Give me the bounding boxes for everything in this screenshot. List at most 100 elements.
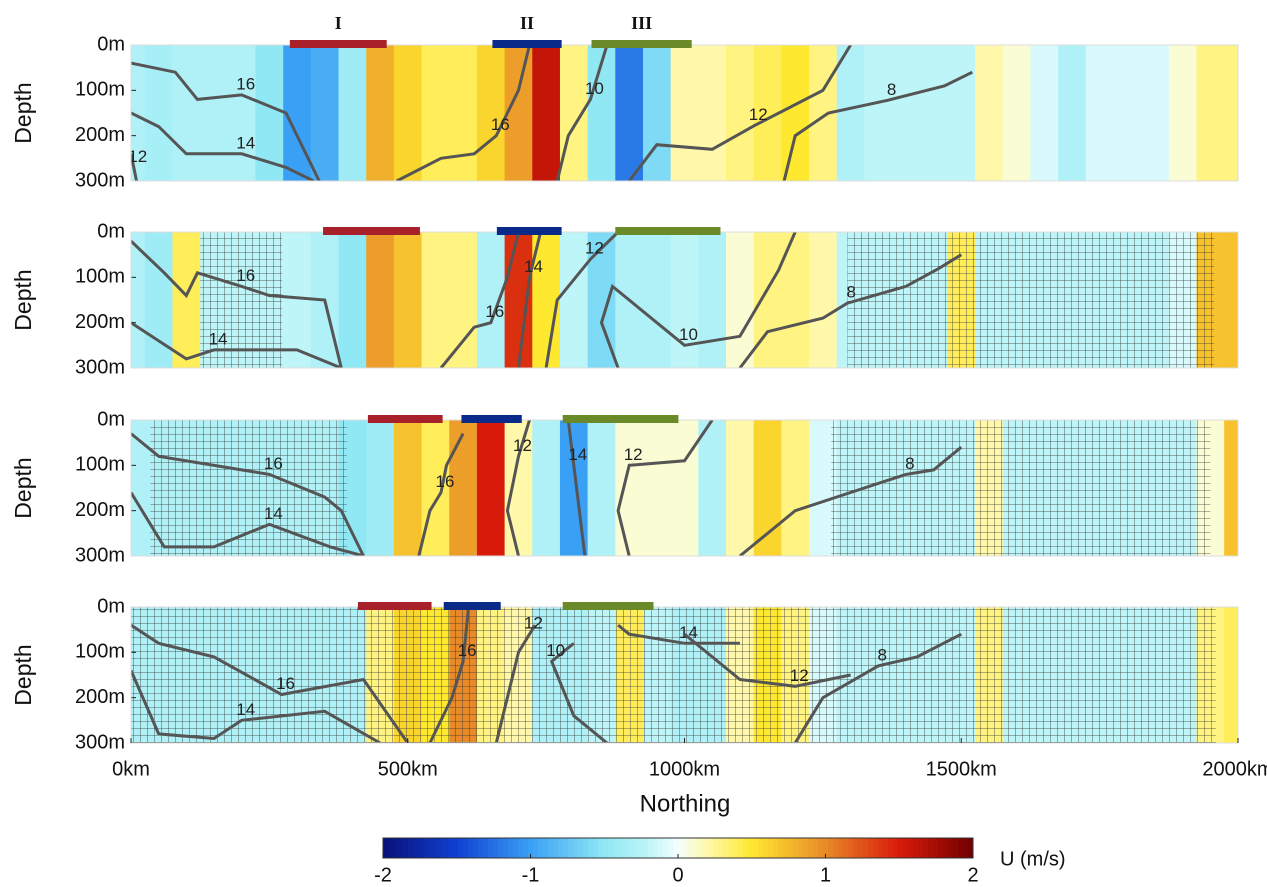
colorbar-cell [853, 838, 859, 858]
colorbar-cell [423, 838, 429, 858]
section-bar [367, 415, 443, 423]
velocity-cell [227, 45, 257, 181]
colorbar-cell [898, 838, 904, 858]
section-bar [562, 602, 654, 610]
contour-label: 14 [264, 504, 283, 523]
velocity-cell [532, 45, 561, 181]
colorbar-cell [398, 838, 404, 858]
velocity-cell [1196, 45, 1225, 181]
colorbar-cell [613, 838, 619, 858]
colorbar-cell [473, 838, 479, 858]
velocity-cell [587, 45, 616, 181]
colorbar-cell [713, 838, 719, 858]
panel: 16 14 12 16 10 12 8 [131, 45, 1238, 181]
contour-line [566, 420, 587, 556]
colorbar-cell [843, 838, 849, 858]
y-tick-label: 0m [97, 33, 125, 55]
velocity-cell [947, 45, 976, 181]
colorbar-cell [408, 838, 414, 858]
velocity-cell [1002, 45, 1031, 181]
colorbar-cell [518, 838, 524, 858]
colorbar-cell [553, 838, 559, 858]
contour-line [131, 491, 364, 556]
colorbar-cell [868, 838, 874, 858]
panel: 16 14 16 14 12 10 8 [131, 232, 1238, 368]
velocity-cell [366, 420, 395, 556]
colorbar-cell [788, 838, 794, 858]
colorbar-cell [683, 838, 689, 858]
colorbar-cell [428, 838, 434, 858]
colorbar-cell [533, 838, 539, 858]
contour-label: 12 [749, 105, 768, 124]
contour-label: 16 [485, 302, 504, 321]
colorbar-cell [448, 838, 454, 858]
colorbar-label: U (m/s) [1000, 848, 1066, 870]
contour-label: 8 [887, 80, 896, 99]
velocity-cell [753, 420, 782, 556]
hatched-region [847, 232, 1215, 368]
contour-line [131, 240, 343, 368]
colorbar-cell [873, 838, 879, 858]
contour-line [599, 232, 797, 368]
velocity-cell [642, 420, 672, 556]
contour-label: 12 [790, 666, 809, 685]
hatched-region [131, 607, 1216, 743]
colorbar-cell [923, 838, 929, 858]
colorbar-cell [393, 838, 399, 858]
section-label: II [520, 13, 534, 33]
velocity-cell [476, 45, 506, 181]
contour-line [782, 70, 973, 181]
colorbar-cell [688, 838, 694, 858]
colorbar-cell [933, 838, 939, 858]
velocity-cell [919, 45, 948, 181]
velocity-cell [615, 420, 644, 556]
velocity-cell [1224, 607, 1238, 743]
colorbar-cell [418, 838, 424, 858]
contour-label: 10 [679, 325, 698, 344]
colorbar-cell [658, 838, 664, 858]
colorbar-cell [953, 838, 959, 858]
colorbar-cell [733, 838, 739, 858]
contour-line [549, 642, 608, 743]
colorbar-cell [833, 838, 839, 858]
velocity-cell [476, 232, 506, 368]
contour-line [738, 253, 963, 368]
x-tick-label: 2000km [1202, 758, 1267, 780]
colorbar-tick-label: -2 [374, 864, 392, 886]
colorbar-cell [798, 838, 804, 858]
colorbar-cell [778, 838, 784, 858]
velocity-cell [781, 420, 810, 556]
colorbar-cell [568, 838, 574, 858]
colorbar-cell [858, 838, 864, 858]
velocity-cell [421, 232, 450, 368]
colorbar-cell [583, 838, 589, 858]
colorbar-cell [638, 838, 644, 858]
colorbar-cell [943, 838, 949, 858]
colorbar-cell [513, 838, 519, 858]
contour-line [517, 232, 543, 368]
y-tick-label: 200m [75, 311, 125, 333]
y-tick-label: 0m [97, 408, 125, 430]
contour-label: 14 [679, 623, 698, 642]
velocity-cell [642, 45, 672, 181]
section-bar [615, 227, 721, 235]
colorbar-cell [878, 838, 884, 858]
colorbar-cell [668, 838, 674, 858]
section-bar [289, 40, 387, 48]
section-bar [357, 602, 432, 610]
contour-line [555, 45, 609, 181]
colorbar-tick-label: -1 [522, 864, 540, 886]
velocity-cell [504, 420, 533, 556]
contour-label: 14 [209, 329, 228, 348]
contour-label: 12 [585, 239, 604, 258]
contour-label: 10 [546, 641, 565, 660]
colorbar-cell [963, 838, 969, 858]
colorbar-tick-label: 1 [820, 864, 831, 886]
velocity-cell [753, 232, 782, 368]
hatched-region [200, 232, 283, 368]
velocity-cell [131, 232, 146, 368]
contour-line [628, 45, 852, 181]
velocity-cell [393, 232, 423, 368]
colorbar-cell [673, 838, 679, 858]
colorbar-cell [723, 838, 729, 858]
